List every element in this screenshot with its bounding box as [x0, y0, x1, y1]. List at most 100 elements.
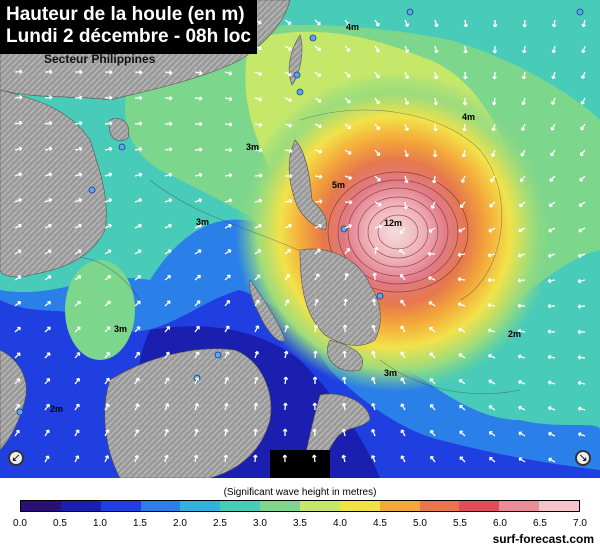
- wave-arrow: [458, 227, 466, 233]
- wave-arrow-head: [465, 23, 469, 28]
- wave-arrow: [44, 301, 51, 307]
- wave-arrow-head: [19, 69, 23, 73]
- wave-arrow: [284, 97, 292, 102]
- wave-arrow: [254, 299, 260, 307]
- wave-arrow-head: [79, 95, 83, 99]
- scale-segment: [379, 501, 420, 511]
- site-credit[interactable]: surf-forecast.com: [492, 532, 594, 546]
- wave-arrow-head: [226, 299, 230, 302]
- wave-arrow-head: [551, 102, 556, 106]
- wave-arrow: [459, 456, 466, 463]
- wave-arrow: [44, 224, 52, 229]
- wave-arrow-head: [224, 376, 228, 380]
- wave-arrow-head: [195, 351, 199, 354]
- wave-arrow: [14, 429, 20, 437]
- wave-arrow: [548, 458, 556, 463]
- wave-arrow-head: [518, 255, 522, 258]
- wave-arrow: [314, 224, 322, 229]
- wave-arrow-head: [49, 95, 53, 98]
- wave-arrow-head: [312, 376, 316, 380]
- wave-arrow-head: [577, 356, 581, 360]
- wave-arrow: [579, 175, 586, 182]
- wave-arrow: [164, 377, 170, 385]
- wave-arrow-head: [464, 76, 468, 80]
- scale-tick-label: 5.0: [413, 518, 427, 529]
- wave-arrow-head: [434, 154, 438, 158]
- wave-arrow: [104, 403, 110, 411]
- arrow-down-left-icon[interactable]: ↙: [8, 450, 24, 466]
- wave-arrow-head: [462, 154, 467, 158]
- wave-arrow-head: [461, 180, 466, 183]
- wave-arrow-head: [458, 353, 461, 358]
- arrow-down-right-icon[interactable]: ↘: [575, 450, 591, 466]
- wave-arrow: [489, 457, 496, 463]
- wave-arrow: [400, 299, 406, 307]
- wave-arrow: [44, 403, 50, 411]
- wave-arrow-head: [371, 377, 374, 381]
- wave-arrow-head: [286, 273, 290, 276]
- wave-arrow: [578, 279, 586, 283]
- wave-arrow-head: [349, 175, 353, 179]
- wave-arrow: [44, 198, 52, 203]
- wave-arrow: [580, 123, 586, 131]
- wave-arrow: [224, 429, 228, 437]
- wave-arrow-head: [577, 306, 581, 309]
- wave-arrow: [434, 71, 438, 79]
- wave-arrow: [74, 378, 80, 385]
- wave-arrow-head: [288, 223, 292, 226]
- wave-arrow: [518, 457, 526, 463]
- wave-arrow-head: [138, 223, 142, 226]
- wave-arrow: [284, 45, 292, 51]
- wave-arrow: [284, 299, 289, 307]
- wave-arrow: [254, 174, 263, 177]
- wave-arrow-head: [435, 101, 439, 106]
- wave-arrow-head: [518, 406, 521, 410]
- wave-arrow: [224, 351, 229, 359]
- scale-segment: [419, 501, 460, 511]
- wave-arrow: [224, 454, 227, 463]
- wave-arrow: [372, 325, 376, 333]
- wave-arrow-head: [407, 49, 410, 53]
- wave-arrow-head: [407, 101, 410, 105]
- wave-arrow: [14, 173, 22, 177]
- wave-arrow: [373, 272, 376, 281]
- wave-arrow: [344, 298, 347, 307]
- wave-arrow-head: [465, 50, 468, 54]
- wave-arrow: [342, 429, 346, 437]
- wave-arrow-head: [138, 198, 142, 201]
- wave-arrow-head: [548, 432, 551, 437]
- wave-arrow: [404, 71, 409, 79]
- wave-arrow: [549, 201, 556, 207]
- wave-arrow-head: [342, 350, 345, 354]
- wave-arrow-head: [435, 75, 439, 80]
- wave-arrow-head: [46, 377, 50, 380]
- scale-tick-label: 4.0: [333, 518, 347, 529]
- wave-arrow-head: [517, 380, 521, 385]
- wave-arrow: [44, 352, 51, 359]
- wave-arrow: [344, 224, 352, 229]
- wave-arrow-head: [517, 355, 521, 359]
- scale-tick-label: 2.0: [173, 518, 187, 529]
- wave-arrow-head: [406, 153, 409, 157]
- wave-arrow: [164, 199, 172, 203]
- wave-arrow-head: [400, 232, 404, 234]
- wave-arrow: [284, 274, 290, 281]
- wave-arrow: [313, 454, 316, 463]
- wave-arrow: [74, 122, 83, 125]
- wave-arrow: [399, 249, 406, 255]
- contour-label: 3m: [384, 368, 397, 378]
- wave-arrow-head: [78, 223, 82, 226]
- wave-arrow-head: [428, 276, 431, 281]
- wave-arrow: [374, 201, 382, 206]
- wave-arrow: [371, 403, 376, 411]
- wave-arrow: [284, 199, 292, 203]
- wave-arrow-head: [405, 205, 409, 210]
- wave-arrow: [14, 224, 22, 229]
- wave-arrow: [400, 274, 406, 281]
- wave-arrow: [547, 279, 556, 282]
- wave-arrow-head: [18, 197, 22, 200]
- wave-arrow-head: [223, 428, 227, 432]
- wave-arrow: [371, 455, 376, 463]
- wave-arrow-head: [577, 280, 582, 284]
- wave-arrow-head: [492, 128, 496, 132]
